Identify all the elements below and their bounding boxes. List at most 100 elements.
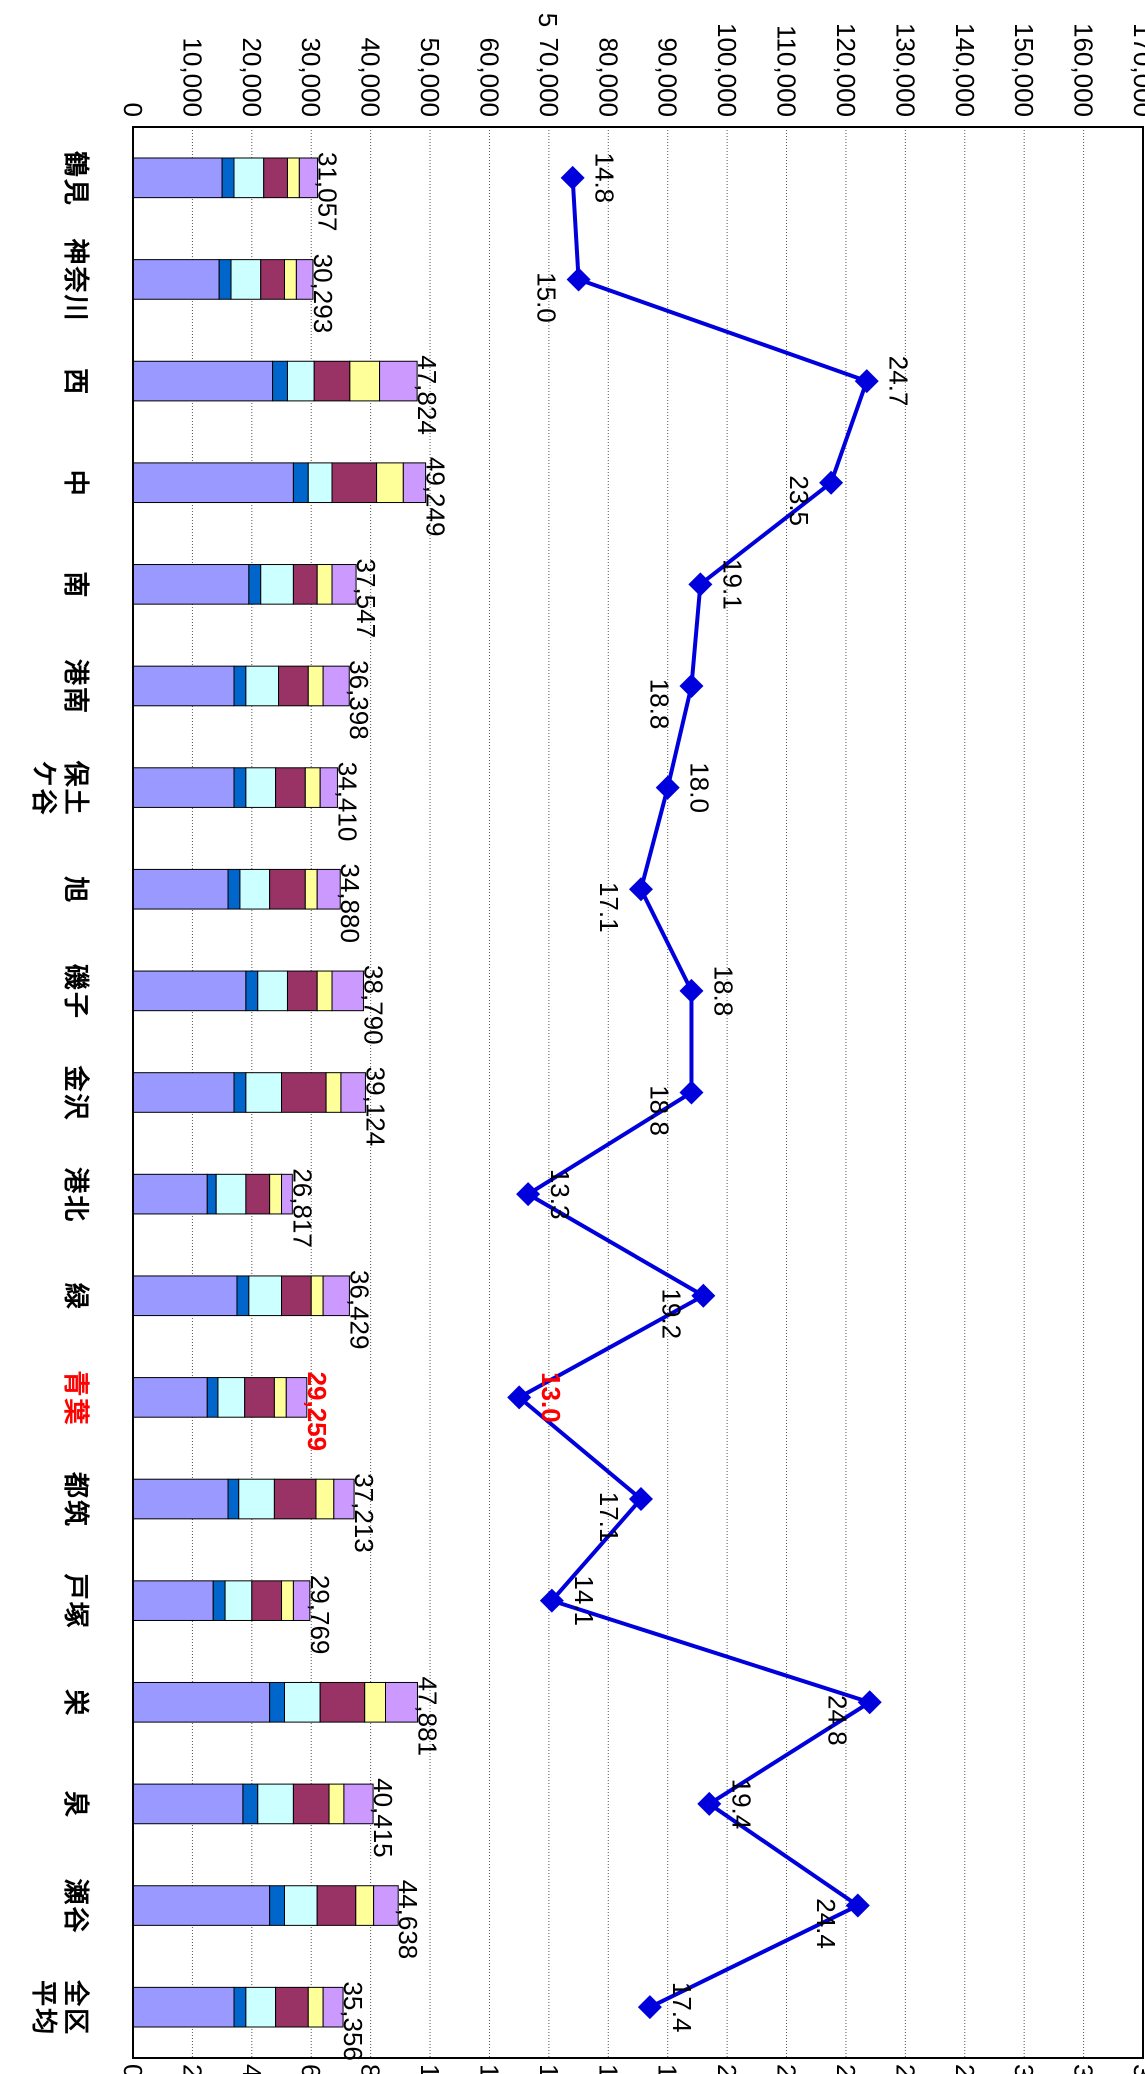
bar-segment (333, 1478, 355, 1520)
bar-segment (284, 1885, 318, 1926)
secondary-tick-label: 14 (534, 2064, 564, 2074)
line-data-label: 24.7 (884, 356, 914, 407)
primary-tick-label: 110,000 (772, 25, 802, 117)
category-label: 中 (61, 470, 91, 496)
line-data-label: 19.4 (726, 1779, 756, 1830)
bar-segment (285, 1377, 308, 1418)
primary-tick-label: 160,000 (1069, 23, 1099, 117)
secondary-tick-label: 26 (890, 2064, 920, 2074)
line-marker (566, 267, 591, 292)
bar-total-label: 38,790 (358, 965, 388, 1045)
secondary-tick-label: 2 (177, 2064, 207, 2074)
frame-rect (132, 126, 1144, 2059)
bar-segment (316, 1885, 357, 1926)
bar-segment (319, 1681, 366, 1723)
bar-segment (307, 1986, 324, 2028)
bar-segment (281, 1275, 312, 1317)
bar-segment (132, 157, 223, 199)
bar-segment (217, 1377, 246, 1418)
bar-segment (385, 1681, 418, 1723)
line-marker (854, 369, 879, 394)
bar-segment (233, 1072, 247, 1113)
bar-segment (281, 1173, 293, 1215)
bar-total-label: 34,880 (335, 863, 365, 943)
bar-segment (322, 665, 350, 707)
bar-segment (132, 970, 247, 1012)
primary-tick-label: 140,000 (950, 23, 980, 117)
line-data-label: 17.1 (594, 1492, 624, 1543)
bar-segment (307, 462, 333, 504)
bar-segment (275, 767, 306, 808)
primary-tick-label: 40,000 (356, 37, 386, 117)
bar-segment (132, 462, 294, 504)
bar-segment (263, 157, 288, 199)
bar-segment (402, 462, 427, 504)
bar-segment (284, 259, 297, 300)
category-label: 旭 (61, 876, 91, 902)
category-char: 葉 (61, 1397, 91, 1425)
bar-segment (260, 259, 285, 300)
line-marker (697, 1791, 722, 1816)
bar-segment (313, 360, 351, 402)
secondary-tick-label: 4 (237, 2064, 267, 2074)
bar-segment (218, 259, 232, 300)
bar-segment (278, 665, 309, 707)
secondary-tick-label: 20 (712, 2064, 742, 2074)
bar-segment (292, 1580, 311, 1621)
category-label: 泉 (61, 1791, 91, 1818)
line-marker (688, 572, 713, 597)
bar-segment (286, 157, 300, 199)
primary-tick-label: 30,000 (296, 37, 326, 117)
primary-tick-label: 150,000 (1009, 23, 1039, 117)
primary-tick-label: 20,000 (237, 37, 267, 117)
line-marker (560, 165, 585, 190)
bar-total-label: 37,547 (351, 559, 381, 639)
line-data-label: 14.8 (590, 153, 620, 204)
bar-total-label: 39,124 (360, 1067, 390, 1147)
primary-tick-label: 0 (118, 103, 148, 117)
line-data-label: 15.0 (532, 272, 562, 323)
bar-total-label: 29,769 (305, 1575, 335, 1655)
bar-segment (304, 868, 318, 910)
bar-segment (257, 1783, 294, 1825)
bar-segment (227, 868, 241, 910)
secondary-tick-label: 32 (1069, 2064, 1099, 2074)
bar-segment (132, 1173, 208, 1215)
line-marker (819, 470, 844, 495)
category-char: 緑 (61, 1283, 91, 1310)
bar-segment (286, 970, 318, 1012)
category-char: 沢 (61, 1093, 91, 1120)
bar-segment (331, 564, 357, 605)
bar-segment (364, 1681, 386, 1723)
bars (132, 157, 427, 2028)
category-char: 全 (61, 1979, 91, 2007)
bar-segment (281, 1580, 294, 1621)
bar-total-label: 26,817 (287, 1168, 317, 1248)
bar-segment (132, 1072, 235, 1113)
category-char: 泉 (61, 1791, 91, 1818)
gridlines (191, 127, 1085, 2058)
bar-segment (215, 1173, 247, 1215)
bar-segment (292, 564, 318, 605)
line-marker (655, 775, 680, 800)
secondary-tick-label: 24 (831, 2064, 861, 2074)
bar-segment (132, 868, 229, 910)
bar-segment (273, 1377, 287, 1418)
bar-segment (315, 1478, 335, 1520)
category-label: 都筑 (61, 1471, 91, 1526)
category-label: 神奈川 (61, 238, 91, 320)
bar-segment (322, 1275, 350, 1317)
bar-total-label: 47,881 (412, 1676, 442, 1756)
line-data-label: 18.8 (644, 1085, 674, 1136)
bar-segment (230, 259, 262, 300)
category-char: 磯 (61, 964, 91, 990)
category-char: 子 (61, 992, 91, 1018)
category-char: 区 (61, 2008, 91, 2034)
bar-segment (245, 665, 280, 707)
bar-segment (269, 868, 306, 910)
bar-total-label: 36,429 (344, 1270, 374, 1350)
bar-segment (316, 564, 333, 605)
line-marker (679, 1080, 704, 1105)
line-marker (857, 1690, 882, 1715)
